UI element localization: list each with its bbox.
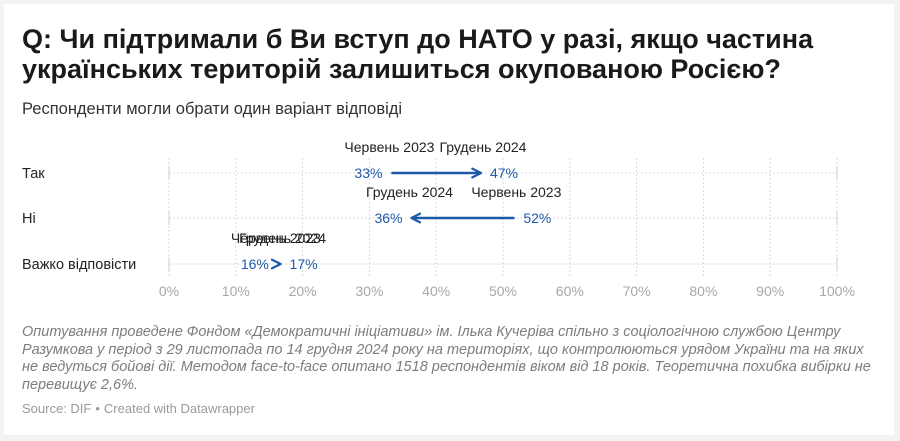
source-text: Source: DIF	[22, 401, 92, 416]
x-tick-label: 40%	[422, 283, 450, 299]
end-value-label: 47%	[490, 165, 518, 181]
start-period-label: Червень 2023	[344, 139, 434, 155]
x-tick-label: 80%	[689, 283, 717, 299]
start-value-label: 52%	[523, 210, 551, 226]
chart-card: Q: Чи підтримали б Ви вступ до НАТО у ра…	[4, 4, 894, 435]
x-tick-label: 20%	[289, 283, 317, 299]
x-tick-label: 60%	[556, 283, 584, 299]
end-period-label: Грудень 2024	[239, 230, 326, 246]
chart-subtitle: Респонденти могли обрати один варіант ві…	[22, 100, 403, 118]
end-period-label: Грудень 2024	[366, 184, 453, 200]
x-tick-label: 0%	[159, 283, 179, 299]
end-period-label: Грудень 2024	[439, 139, 526, 155]
x-tick-label: 50%	[489, 283, 517, 299]
category-label: Так	[22, 166, 45, 182]
start-value-label: 33%	[354, 165, 382, 181]
category-label: Ні	[22, 211, 36, 227]
chart-notes: Опитування проведене Фондом «Демократичн…	[22, 324, 871, 393]
x-tick-label: 90%	[756, 283, 784, 299]
chart-source: Source: DIF • Created with Datawrapper	[22, 401, 255, 416]
start-value-label: 16%	[241, 256, 269, 272]
source-separator: •	[95, 401, 100, 416]
x-tick-label: 70%	[623, 283, 651, 299]
source-credit: Created with Datawrapper	[103, 401, 255, 416]
end-value-label: 17%	[290, 256, 318, 272]
end-value-label: 36%	[374, 210, 402, 226]
start-period-label: Червень 2023	[231, 230, 321, 246]
x-tick-label: 100%	[819, 283, 855, 299]
start-period-label: Червень 2023	[471, 184, 561, 200]
x-tick-label: 30%	[355, 283, 383, 299]
x-tick-label: 10%	[222, 283, 250, 299]
chart-title: Q: Чи підтримали б Ви вступ до НАТО у ра…	[22, 24, 814, 84]
category-label: Важко відповісти	[22, 257, 136, 273]
